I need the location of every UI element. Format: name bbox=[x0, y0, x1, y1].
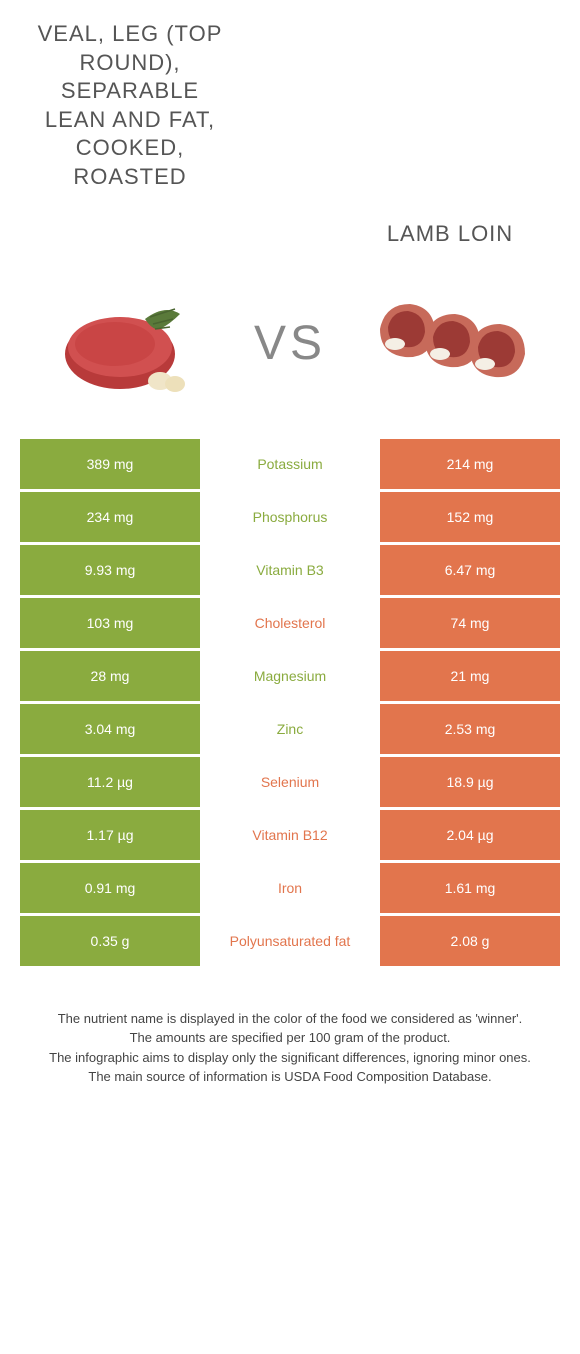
food-image-right bbox=[370, 279, 540, 409]
table-row: 0.91 mgIron1.61 mg bbox=[20, 863, 560, 913]
footer-line: The nutrient name is displayed in the co… bbox=[25, 1009, 555, 1029]
value-left: 0.91 mg bbox=[20, 863, 200, 913]
table-row: 1.17 µgVitamin B122.04 µg bbox=[20, 810, 560, 860]
value-right: 2.53 mg bbox=[380, 704, 560, 754]
vs-label: VS bbox=[254, 316, 326, 371]
value-right: 21 mg bbox=[380, 651, 560, 701]
nutrient-label: Zinc bbox=[200, 704, 380, 754]
value-right: 2.08 g bbox=[380, 916, 560, 966]
nutrient-label: Vitamin B3 bbox=[200, 545, 380, 595]
value-left: 28 mg bbox=[20, 651, 200, 701]
value-left: 1.17 µg bbox=[20, 810, 200, 860]
value-left: 11.2 µg bbox=[20, 757, 200, 807]
value-right: 74 mg bbox=[380, 598, 560, 648]
table-row: 9.93 mgVitamin B36.47 mg bbox=[20, 545, 560, 595]
table-row: 11.2 µgSelenium18.9 µg bbox=[20, 757, 560, 807]
value-left: 389 mg bbox=[20, 439, 200, 489]
images-row: VS bbox=[0, 259, 580, 439]
nutrient-label: Phosphorus bbox=[200, 492, 380, 542]
nutrient-label: Vitamin B12 bbox=[200, 810, 380, 860]
table-row: 389 mgPotassium214 mg bbox=[20, 439, 560, 489]
nutrient-label: Selenium bbox=[200, 757, 380, 807]
footer-notes: The nutrient name is displayed in the co… bbox=[0, 969, 580, 1117]
table-row: 3.04 mgZinc2.53 mg bbox=[20, 704, 560, 754]
value-right: 152 mg bbox=[380, 492, 560, 542]
value-left: 234 mg bbox=[20, 492, 200, 542]
value-right: 214 mg bbox=[380, 439, 560, 489]
nutrient-label: Cholesterol bbox=[200, 598, 380, 648]
comparison-table: 389 mgPotassium214 mg234 mgPhosphorus152… bbox=[20, 439, 560, 966]
value-right: 6.47 mg bbox=[380, 545, 560, 595]
value-right: 2.04 µg bbox=[380, 810, 560, 860]
table-row: 0.35 gPolyunsaturated fat2.08 g bbox=[20, 916, 560, 966]
nutrient-label: Magnesium bbox=[200, 651, 380, 701]
table-row: 103 mgCholesterol74 mg bbox=[20, 598, 560, 648]
nutrient-label: Polyunsaturated fat bbox=[200, 916, 380, 966]
value-left: 9.93 mg bbox=[20, 545, 200, 595]
title-left: VEAL, LEG (TOP ROUND), SEPARABLE LEAN AN… bbox=[30, 20, 230, 192]
footer-line: The main source of information is USDA F… bbox=[25, 1067, 555, 1087]
value-left: 0.35 g bbox=[20, 916, 200, 966]
value-left: 103 mg bbox=[20, 598, 200, 648]
value-left: 3.04 mg bbox=[20, 704, 200, 754]
nutrient-label: Potassium bbox=[200, 439, 380, 489]
table-row: 234 mgPhosphorus152 mg bbox=[20, 492, 560, 542]
title-right: LAMB LOIN bbox=[350, 20, 550, 249]
value-right: 18.9 µg bbox=[380, 757, 560, 807]
table-row: 28 mgMagnesium21 mg bbox=[20, 651, 560, 701]
nutrient-label: Iron bbox=[200, 863, 380, 913]
header: VEAL, LEG (TOP ROUND), SEPARABLE LEAN AN… bbox=[0, 0, 580, 259]
footer-line: The amounts are specified per 100 gram o… bbox=[25, 1028, 555, 1048]
footer-line: The infographic aims to display only the… bbox=[25, 1048, 555, 1068]
food-image-left bbox=[40, 279, 210, 409]
value-right: 1.61 mg bbox=[380, 863, 560, 913]
